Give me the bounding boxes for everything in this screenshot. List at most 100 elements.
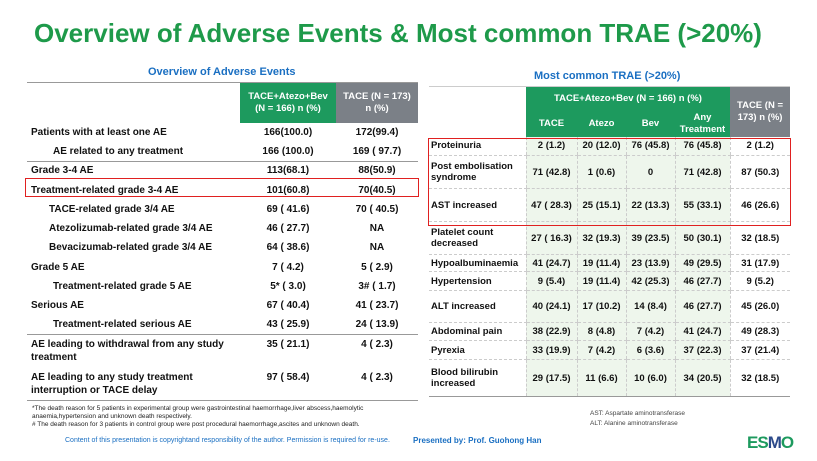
group-header: TACE+Atezo+Bev (N = 166) n (%): [526, 86, 730, 111]
ae-value-experimental: 46 ( 27.7): [266, 223, 310, 235]
trae-row: Proteinuria 2 (1.2) 20 (12.0) 76 (45.8) 76 (…: [429, 136, 790, 156]
ae-value-experimental: 69 ( 41.6): [266, 203, 310, 215]
trae-value: 11 (6.6): [576, 359, 626, 397]
footnote-control: # The death reason for 3 patients in con…: [32, 421, 360, 428]
right-table-title: Most common TRAE (>20%): [534, 70, 681, 82]
trae-value: 41 (24.7): [525, 254, 577, 272]
ae-row: Atezolizumab-related grade 3/4 AE 46 ( 2…: [27, 219, 418, 238]
ae-value-control: 24 ( 13.9): [336, 315, 418, 336]
ae-value-control: 5 ( 2.9): [361, 261, 393, 273]
trae-value: 42 (25.3): [625, 271, 675, 291]
ae-label: Serious AE: [31, 300, 84, 312]
ae-label: TACE-related grade 3/4 AE: [49, 203, 175, 215]
trae-value: 55 (33.1): [674, 188, 730, 222]
ae-label: AE leading to any study treatment interr…: [27, 367, 240, 402]
trae-value: 41 (24.7): [674, 322, 730, 341]
trae-value: 39 (23.5): [625, 221, 675, 255]
trae-value: 47 ( 28.3): [525, 188, 577, 222]
ae-value-control: 70 ( 40.5): [355, 203, 399, 215]
ae-value-experimental: 101(60.8): [266, 184, 310, 196]
trae-value: 7 (4.2): [576, 340, 626, 360]
footnotes: *The death reason for 5 patients in expe…: [32, 405, 412, 429]
ae-row: Patients with at least one AE 166(100.0)…: [27, 123, 418, 142]
trae-value: 46 (27.7): [674, 290, 730, 323]
trae-label: AST increased: [429, 188, 526, 222]
ae-value-control: 169 ( 97.7): [336, 141, 418, 162]
trae-value: 20 (12.0): [576, 136, 626, 156]
trae-value: 87 (50.3): [729, 155, 790, 189]
trae-value: 76 (45.8): [625, 136, 675, 156]
ae-row: Serious AE 67 ( 40.4) 41 ( 23.7): [27, 296, 418, 315]
subheader-atezo: Atezo: [577, 110, 626, 137]
trae-label: Hypoalbuminaemia: [429, 254, 526, 272]
ae-row: AE leading to any study treatment interr…: [27, 367, 418, 402]
trae-label: Blood bilirubin increased: [429, 359, 526, 397]
ae-row: Treatment-related grade 5 AE 5* ( 3.0) 3…: [27, 277, 418, 296]
ae-row: AE related to any treatment 166 (100.0) …: [27, 141, 418, 162]
trae-value: 32 (19.3): [576, 221, 626, 255]
trae-value: 76 (45.8): [674, 136, 730, 156]
trae-row: Post embolisation syndrome 71 (42.8) 1 (0.…: [429, 155, 790, 189]
page-title: Overview of Adverse Events & Most common…: [34, 18, 762, 48]
trae-value: 2 (1.2): [525, 136, 577, 156]
trae-value: 50 (30.1): [674, 221, 730, 255]
ae-row: Bevacizumab-related grade 3/4 AE 64 ( 38…: [27, 238, 418, 257]
ae-row: TACE-related grade 3/4 AE 69 ( 41.6) 70 …: [27, 200, 418, 219]
ae-value-experimental: 35 ( 21.1): [266, 339, 310, 351]
ae-label: Patients with at least one AE: [31, 126, 167, 138]
trae-label: Platelet count decreased: [429, 221, 526, 255]
trae-value: 38 (22.9): [525, 322, 577, 341]
ae-label: Grade 3-4 AE: [31, 165, 94, 177]
trae-label: Pyrexia: [429, 340, 526, 360]
trae-value: 7 (4.2): [625, 322, 675, 341]
trae-value: 71 (42.8): [525, 155, 577, 189]
trae-value: 31 (17.9): [729, 254, 790, 272]
trae-row: AST increased 47 ( 28.3) 25 (15.1) 22 (13.3…: [429, 188, 790, 222]
trae-value: 27 ( 16.3): [525, 221, 577, 255]
trae-value: 40 (24.1): [525, 290, 577, 323]
trae-value: 0: [625, 155, 675, 189]
footnote-experimental: *The death reason for 5 patients in expe…: [32, 405, 364, 420]
ae-row: Treatment-related grade 3-4 AE 101(60.8)…: [27, 180, 418, 199]
trae-label: Abdominal pain: [429, 322, 526, 341]
trae-value: 46 (26.6): [729, 188, 790, 222]
trae-value: 71 (42.8): [674, 155, 730, 189]
trae-value: 49 (28.3): [729, 322, 790, 341]
trae-value: 14 (8.4): [625, 290, 675, 323]
abbreviations: AST: Aspartate aminotransferase ALT: Ala…: [590, 409, 685, 429]
ae-label: AE related to any treatment: [27, 141, 240, 162]
ae-label: Treatment-related grade 5 AE: [53, 281, 192, 293]
ae-row: AE leading to withdrawal from any study …: [27, 335, 418, 368]
trae-value: 49 (29.5): [674, 254, 730, 272]
adverse-events-table: TACE+Atezo+Bev (N = 166) n (%) TACE (N =…: [27, 82, 418, 402]
trae-label: ALT increased: [429, 290, 526, 323]
trae-row: Platelet count decreased 27 ( 16.3) 32 (19…: [429, 221, 790, 255]
trae-value: 6 (3.6): [625, 340, 675, 360]
trae-value: 33 (19.9): [525, 340, 577, 360]
trae-label: Proteinuria: [429, 136, 526, 156]
trae-value: 29 (17.5): [525, 359, 577, 397]
trae-value: 46 (27.7): [674, 271, 730, 291]
ae-value-experimental: 7 ( 4.2): [272, 261, 304, 273]
ae-value-control: 41 ( 23.7): [355, 300, 399, 312]
trae-value: 22 (13.3): [625, 188, 675, 222]
ae-value-experimental: 166(100.0): [263, 126, 313, 138]
ae-row: Treatment-related serious AE 43 ( 25.9) …: [27, 315, 418, 336]
trae-value: 45 (26.0): [729, 290, 790, 323]
trae-value: 2 (1.2): [729, 136, 790, 156]
col-header-control: TACE (N = 173) n (%): [336, 82, 418, 123]
col-header-experimental: TACE+Atezo+Bev (N = 166) n (%): [240, 82, 336, 123]
trae-label: Hypertension: [429, 271, 526, 291]
ae-value-control: 4 ( 2.3): [361, 339, 393, 351]
ae-label: Bevacizumab-related grade 3/4 AE: [49, 242, 213, 254]
ae-value-experimental: 166 (100.0): [240, 141, 336, 162]
ae-value-experimental: 43 ( 25.9): [240, 315, 336, 336]
presenter: Presented by: Prof. Guohong Han: [413, 436, 542, 445]
ae-value-control: 88(50.9): [358, 165, 396, 177]
trae-value: 37 (22.3): [674, 340, 730, 360]
ae-value-control: 3# ( 1.7): [358, 281, 396, 293]
trae-value: 23 (13.9): [625, 254, 675, 272]
ae-value-experimental: 64 ( 38.6): [266, 242, 310, 254]
ae-value-experimental: 97 ( 58.4): [240, 367, 336, 402]
trae-value: 10 (6.0): [625, 359, 675, 397]
